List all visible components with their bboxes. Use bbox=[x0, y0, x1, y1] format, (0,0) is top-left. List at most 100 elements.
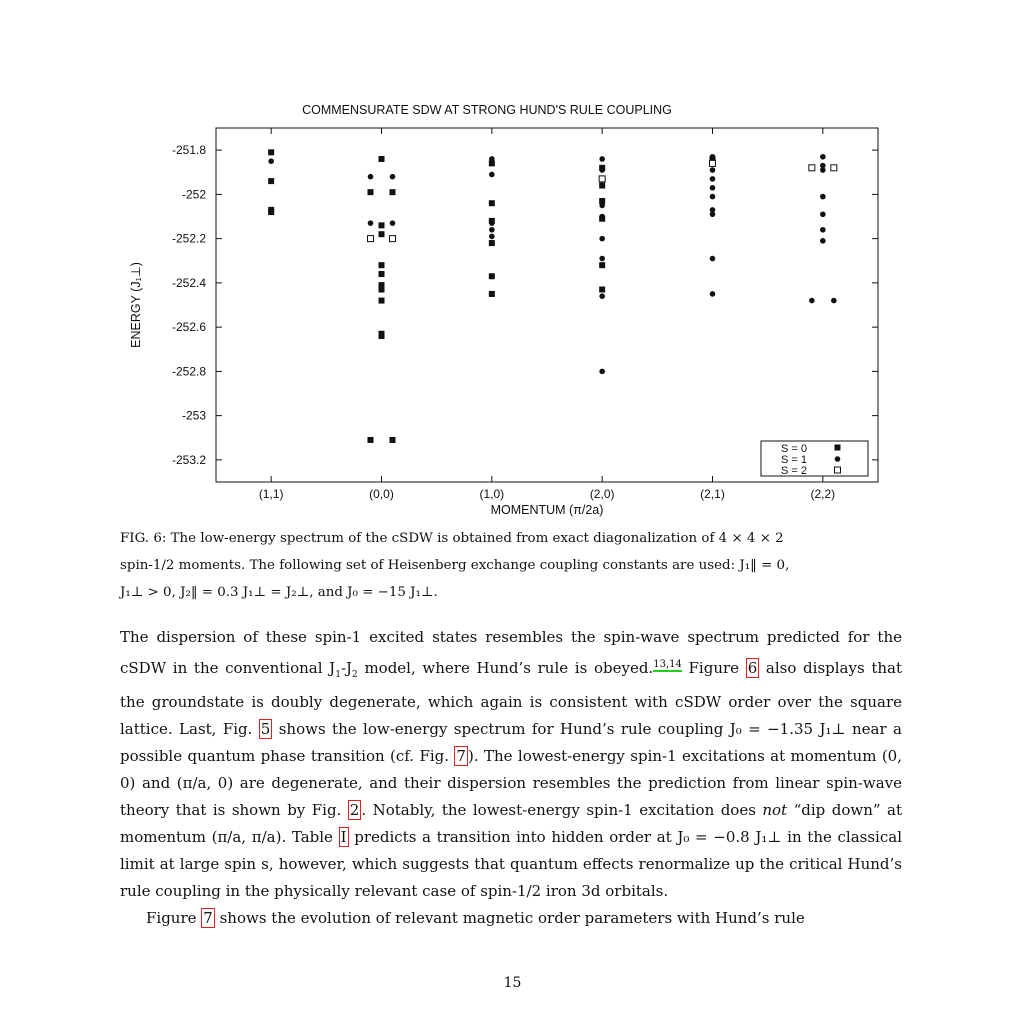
page-number: 15 bbox=[503, 975, 522, 991]
point-s1 bbox=[367, 173, 374, 180]
point-s0 bbox=[378, 297, 385, 304]
point-s2 bbox=[808, 164, 816, 172]
point-s1 bbox=[599, 213, 605, 220]
point-s1 bbox=[599, 368, 605, 375]
point-s1 bbox=[709, 207, 716, 213]
point-s1 bbox=[489, 220, 495, 226]
legend-box bbox=[760, 440, 869, 477]
point-s1 bbox=[389, 220, 396, 226]
body-text: The dispersion of these spin-1 excited s… bbox=[120, 624, 902, 932]
para1-text-b: model, where Hund’s rule is obeyed. bbox=[364, 659, 654, 677]
x-tick-label: (1,1) bbox=[259, 487, 284, 501]
citation-13-14[interactable]: 13,14 bbox=[653, 659, 682, 672]
point-s0 bbox=[488, 160, 495, 167]
point-s1 bbox=[709, 291, 716, 297]
x-tick-label: (2,0) bbox=[590, 487, 615, 501]
point-s0 bbox=[488, 200, 495, 207]
caption-line1-text: The low-energy spectrum of the cSDW is o… bbox=[170, 531, 784, 546]
x-tick-label: (1,0) bbox=[479, 487, 504, 501]
ref-fig-7[interactable]: 7 bbox=[454, 746, 468, 766]
x-axis-ticks: (1,1) (0,0) (1,0) (2,0) (2,1) (2,2) bbox=[259, 128, 835, 501]
para1-text-c: Figure bbox=[681, 659, 746, 677]
point-s1 bbox=[831, 297, 837, 304]
paragraph-1: The dispersion of these spin-1 excited s… bbox=[120, 628, 902, 900]
point-s0 bbox=[599, 286, 606, 293]
y-tick-label: -252.6 bbox=[172, 320, 206, 334]
point-s0 bbox=[378, 262, 385, 269]
point-s1 bbox=[599, 255, 605, 262]
figure-6-chart: COMMENSURATE SDW AT STRONG HUND'S RULE C… bbox=[110, 95, 910, 525]
point-s1 bbox=[820, 238, 826, 244]
para1-text-e: shows the low-energy spectrum for Hund’s… bbox=[120, 720, 902, 765]
point-s1 bbox=[599, 235, 605, 242]
legend-marker-filled-square bbox=[834, 444, 841, 451]
para1-text-f: ). The lowest-energy spin-1 excitations … bbox=[120, 747, 902, 819]
point-s1 bbox=[709, 193, 716, 200]
legend-marker-filled-circle bbox=[834, 456, 841, 462]
legend-label-s0: S = 0 bbox=[781, 443, 807, 455]
point-s1 bbox=[820, 211, 826, 218]
point-s0 bbox=[367, 436, 374, 443]
point-s1 bbox=[709, 255, 716, 262]
ref-fig-2[interactable]: 2 bbox=[347, 800, 362, 820]
point-s1 bbox=[709, 184, 716, 191]
y-tick-label: -252.4 bbox=[172, 276, 206, 290]
point-s1 bbox=[389, 173, 396, 180]
x-axis-label: MOMENTUM (π/2a) bbox=[491, 503, 604, 517]
point-s1 bbox=[709, 176, 716, 182]
para1-text-i: predicts a transition into hidden order … bbox=[120, 828, 902, 900]
point-s2 bbox=[830, 164, 838, 172]
point-s0 bbox=[378, 286, 385, 293]
point-s1 bbox=[489, 171, 495, 178]
emphasis-not: not bbox=[762, 801, 788, 819]
point-s0 bbox=[599, 182, 606, 189]
point-s0 bbox=[378, 330, 385, 337]
para1-text-a: The dispersion of these spin-1 excited s… bbox=[120, 628, 902, 677]
ref-fig-5[interactable]: 5 bbox=[258, 719, 273, 739]
point-s0 bbox=[268, 206, 275, 213]
point-s1 bbox=[599, 167, 605, 173]
paragraph-2: Figure 7 shows the evolution of relevant… bbox=[120, 905, 902, 932]
point-s2 bbox=[709, 159, 716, 167]
ref-fig-7-second[interactable]: 7 bbox=[201, 908, 215, 928]
plot-frame bbox=[215, 127, 879, 483]
para1-text-g: . Notably, the lowest-energy spin-1 exci… bbox=[361, 801, 763, 819]
legend-label-s2: S = 2 bbox=[781, 465, 807, 477]
caption-line2-text: spin-1/2 moments. The following set of H… bbox=[120, 558, 790, 573]
point-s0 bbox=[488, 240, 495, 247]
y-tick-label: -252 bbox=[182, 187, 206, 201]
point-s0 bbox=[599, 198, 606, 205]
point-s1 bbox=[599, 156, 605, 162]
point-s0 bbox=[378, 155, 385, 162]
ref-table-1[interactable]: I bbox=[338, 827, 349, 847]
ref-fig-6[interactable]: 6 bbox=[745, 658, 760, 678]
x-tick-label: (0,0) bbox=[369, 487, 394, 501]
para2-text-b: shows the evolution of relevant magnetic… bbox=[214, 909, 805, 927]
point-s1 bbox=[367, 220, 374, 226]
point-s0 bbox=[389, 189, 396, 196]
point-s0 bbox=[367, 189, 374, 196]
figure-caption: FIG. 6: The low-energy spectrum of the c… bbox=[120, 525, 902, 606]
legend-marker-open-square bbox=[834, 466, 841, 474]
point-s1 bbox=[489, 156, 495, 162]
y-axis-ticks: -251.8 -252 -252.2 -252.4 -252.6 -252.8 -253 -2… bbox=[172, 143, 878, 467]
point-s0 bbox=[378, 271, 385, 278]
point-s0 bbox=[599, 262, 606, 269]
point-s1 bbox=[268, 149, 274, 156]
para1-text-h: “dip down” at momentum (π/a, π/a). Table bbox=[120, 801, 902, 846]
x-tick-label: (2,2) bbox=[810, 487, 835, 501]
para1-text-d: also displays that the groundstate is do… bbox=[120, 659, 902, 738]
point-s1 bbox=[820, 226, 826, 233]
point-s1 bbox=[599, 202, 605, 209]
point-s1 bbox=[809, 297, 815, 304]
legend-label-s1: S = 1 bbox=[781, 454, 807, 466]
point-s0 bbox=[268, 178, 275, 185]
point-s1 bbox=[599, 293, 605, 299]
y-tick-label: -252.8 bbox=[172, 364, 206, 378]
y-axis-label: ENERGY (J₁⊥) bbox=[129, 262, 143, 348]
point-s0 bbox=[488, 290, 495, 297]
y-tick-label: -253.2 bbox=[172, 453, 206, 467]
data-points bbox=[268, 149, 838, 443]
y-tick-label: -253 bbox=[182, 409, 206, 423]
point-s1 bbox=[820, 167, 826, 173]
